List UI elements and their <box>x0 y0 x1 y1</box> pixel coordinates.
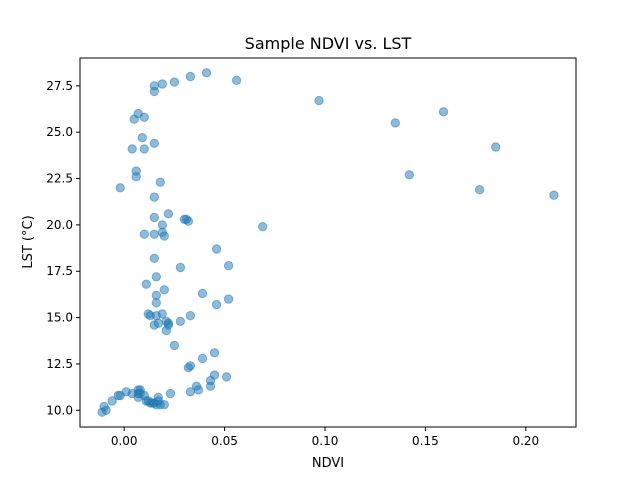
data-point-15 <box>129 114 139 124</box>
data-point-18 <box>149 138 160 149</box>
data-point-63 <box>197 353 208 364</box>
data-point-2 <box>157 79 168 89</box>
data-point-73 <box>165 388 176 399</box>
data-point-22 <box>131 172 141 182</box>
data-point-30 <box>183 216 194 226</box>
x-axis-label: NDVI <box>312 456 344 471</box>
data-point-93 <box>159 400 170 410</box>
data-point-43 <box>159 285 170 295</box>
y-tick-label-4: 20.0 <box>46 218 73 232</box>
data-point-41 <box>151 272 162 282</box>
data-point-94 <box>107 396 117 406</box>
x-tick-label-2: 0.10 <box>312 434 339 448</box>
data-point-10 <box>491 142 501 152</box>
data-point-38 <box>149 253 160 263</box>
data-point-27 <box>149 212 160 223</box>
x-axis-ticks: 0.00 0.05 0.10 0.15 0.20 <box>111 427 539 448</box>
data-point-25 <box>149 192 160 202</box>
data-point-53 <box>185 311 196 321</box>
data-point-67 <box>221 372 232 382</box>
data-point-83 <box>133 392 143 402</box>
chart-title: Sample NDVI vs. LST <box>245 34 412 53</box>
data-point-17 <box>137 133 148 143</box>
data-point-60 <box>161 325 172 336</box>
data-point-11 <box>404 170 414 180</box>
y-tick-label-1: 12.5 <box>46 357 73 371</box>
data-point-61 <box>169 340 180 351</box>
data-point-23 <box>155 177 166 187</box>
x-tick-label-4: 0.20 <box>512 434 539 448</box>
plot-frame <box>79 57 577 428</box>
y-tick-label-2: 15.0 <box>46 311 73 325</box>
data-point-35 <box>149 229 160 239</box>
data-point-39 <box>223 261 234 271</box>
data-point-71 <box>193 385 204 395</box>
y-tick-label-0: 10.0 <box>46 403 73 417</box>
data-point-72 <box>185 387 196 397</box>
data-point-19 <box>127 144 137 154</box>
data-point-58 <box>153 318 164 328</box>
data-point-65 <box>183 363 194 373</box>
data-point-32 <box>258 222 268 232</box>
data-point-5 <box>201 68 212 78</box>
y-tick-label-6: 25.0 <box>46 125 73 139</box>
data-point-7 <box>314 95 324 106</box>
data-point-1 <box>149 86 160 97</box>
y-axis-label: LST (°C) <box>21 215 36 268</box>
data-point-70 <box>205 381 216 391</box>
data-point-37 <box>211 244 222 254</box>
x-tick-label-0: 0.00 <box>111 434 138 448</box>
data-point-48 <box>211 299 222 310</box>
x-tick-label-1: 0.05 <box>211 434 238 448</box>
data-point-42 <box>141 279 152 289</box>
points-layer <box>97 68 559 417</box>
data-point-44 <box>197 288 208 299</box>
data-point-55 <box>175 316 186 326</box>
data-point-36 <box>159 231 170 241</box>
data-point-24 <box>115 183 125 193</box>
data-point-12 <box>474 185 485 195</box>
data-point-4 <box>185 71 196 82</box>
data-point-20 <box>139 144 150 154</box>
data-point-34 <box>139 229 150 239</box>
data-point-62 <box>209 348 220 358</box>
data-point-97 <box>97 407 107 417</box>
data-point-26 <box>163 209 174 219</box>
data-point-40 <box>175 262 186 273</box>
data-point-81 <box>113 390 123 401</box>
data-point-8 <box>438 107 449 117</box>
data-point-47 <box>151 298 162 308</box>
y-axis-ticks: 10.0 12.5 15.0 17.5 20.0 22.5 25.0 27.5 <box>46 79 80 417</box>
data-point-3 <box>169 77 180 87</box>
x-tick-label-3: 0.15 <box>412 434 439 448</box>
y-tick-label-3: 17.5 <box>46 264 73 278</box>
y-tick-label-7: 27.5 <box>46 79 73 93</box>
data-point-46 <box>223 294 234 304</box>
data-point-52 <box>157 309 168 319</box>
data-point-16 <box>139 112 150 123</box>
data-point-9 <box>390 118 400 128</box>
data-point-6 <box>231 75 242 86</box>
y-tick-label-5: 22.5 <box>46 172 73 186</box>
data-point-13 <box>549 190 559 200</box>
